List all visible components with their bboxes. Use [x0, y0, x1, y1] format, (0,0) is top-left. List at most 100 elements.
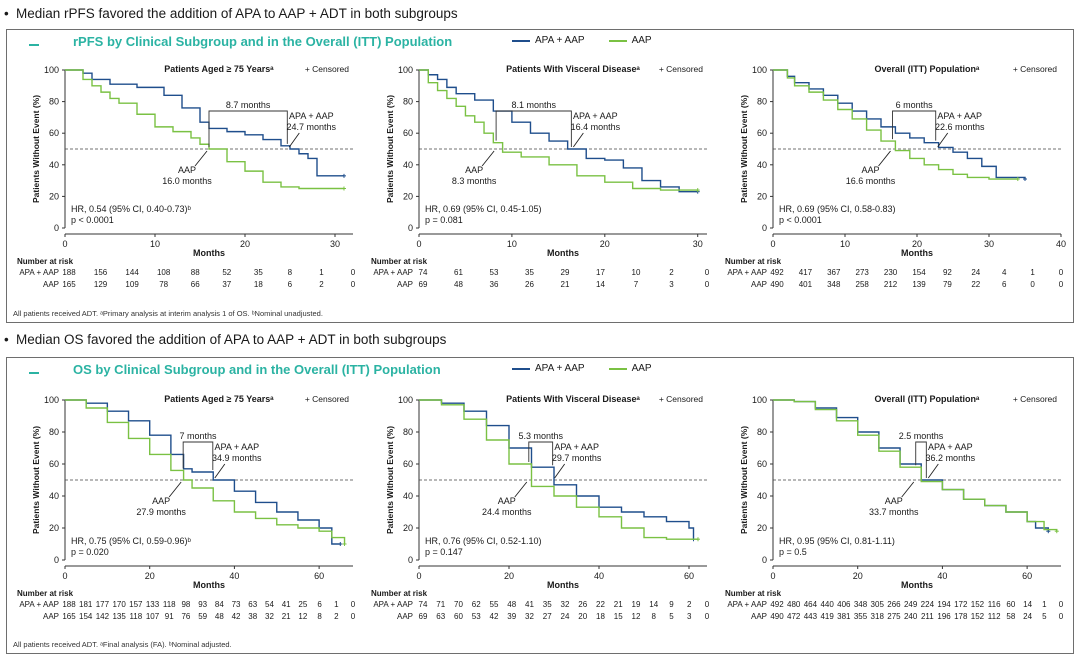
- risk-value: 7: [634, 280, 639, 289]
- p-value: p = 0.020: [71, 547, 109, 557]
- risk-value: 20: [578, 612, 587, 621]
- risk-row-label: APA + AAP: [373, 268, 413, 277]
- apa-median-label: APA + AAP: [214, 442, 259, 452]
- y-tick-label: 0: [54, 555, 59, 565]
- risk-row-label: APA + AAP: [727, 600, 767, 609]
- risk-row-label: APA + AAP: [19, 600, 59, 609]
- risk-value: 15: [614, 612, 623, 621]
- risk-value: 0: [705, 612, 710, 621]
- panel-title: Overall (ITT) Populationᵃ: [875, 64, 981, 74]
- x-axis-label: Months: [901, 248, 933, 258]
- km-panel: Patients With Visceral Diseaseᵃ + Censore…: [371, 394, 710, 621]
- risk-value: 24: [561, 612, 570, 621]
- x-tick-label: 30: [330, 239, 340, 249]
- risk-value: 273: [856, 268, 870, 277]
- x-tick-label: 20: [853, 571, 863, 581]
- risk-value: 480: [787, 600, 801, 609]
- legend-label-apa: APA + AAP: [535, 35, 585, 46]
- aap-curve: [65, 69, 344, 190]
- risk-value: 0: [1059, 280, 1064, 289]
- risk-value: 14: [649, 600, 658, 609]
- apa-median-arrow: [937, 132, 949, 148]
- median-gap-bracket: [495, 110, 572, 147]
- censored-label: + Censored: [1013, 394, 1057, 404]
- risk-value: 443: [804, 612, 818, 621]
- section-bullet-text: Median OS favored the addition of APA to…: [16, 332, 447, 347]
- risk-value: 2: [669, 268, 674, 277]
- risk-value: 41: [525, 600, 534, 609]
- median-gap-bracket: [182, 441, 214, 470]
- aap-curve: [65, 399, 346, 544]
- risk-value: 142: [96, 612, 110, 621]
- risk-value: 74: [419, 600, 428, 609]
- km-panel: Patients Aged ≥ 75 Yearsᵃ + Censored02040…: [17, 64, 356, 289]
- y-tick-label: 80: [757, 97, 767, 107]
- aap-median-label: AAP: [498, 496, 516, 506]
- risk-value: 490: [770, 612, 784, 621]
- risk-value: 5: [669, 612, 674, 621]
- risk-value: 84: [215, 600, 224, 609]
- risk-value: 21: [282, 612, 291, 621]
- risk-value: 63: [248, 600, 257, 609]
- risk-value: 230: [884, 268, 898, 277]
- risk-value: 472: [787, 612, 801, 621]
- risk-value: 211: [921, 612, 934, 621]
- x-axis-label: Months: [193, 580, 225, 590]
- risk-value: 224: [921, 600, 935, 609]
- y-tick-label: 0: [54, 223, 59, 233]
- risk-value: 66: [191, 280, 200, 289]
- risk-value: 9: [669, 600, 674, 609]
- legend-swatch-apa: [512, 39, 530, 42]
- risk-row-label: APA + AAP: [727, 268, 767, 277]
- x-tick-label: 10: [507, 239, 517, 249]
- risk-value: 212: [884, 280, 898, 289]
- apa-median-value: 34.9 months: [212, 453, 262, 463]
- panel-title: Patients With Visceral Diseaseᵃ: [506, 64, 640, 74]
- risk-row-label: AAP: [43, 280, 59, 289]
- aap-median-arrow: [514, 481, 528, 498]
- aap-median-value: 27.9 months: [136, 507, 186, 517]
- aap-curve: [419, 69, 698, 191]
- x-tick-label: 0: [770, 571, 775, 581]
- risk-value: 406: [837, 600, 851, 609]
- median-gap-bracket: [915, 441, 927, 478]
- y-axis-label: Patients Without Event (%): [31, 95, 41, 203]
- risk-value: 37: [222, 280, 231, 289]
- risk-row-label: AAP: [397, 280, 413, 289]
- risk-value: 21: [561, 280, 570, 289]
- aap-median-arrow: [481, 150, 495, 167]
- risk-value: 53: [472, 612, 481, 621]
- aap-median-arrow: [901, 481, 915, 498]
- risk-value: 401: [799, 280, 813, 289]
- y-axis-label: Patients Without Event (%): [385, 95, 395, 203]
- median-gap-label: 8.7 months: [226, 100, 271, 110]
- risk-value: 165: [62, 612, 76, 621]
- risk-value: 35: [543, 600, 552, 609]
- risk-value: 78: [159, 280, 168, 289]
- risk-value: 53: [490, 268, 499, 277]
- risk-value: 2: [687, 600, 692, 609]
- risk-value: 355: [854, 612, 868, 621]
- risk-value: 464: [804, 600, 818, 609]
- bullet-dot-icon: •: [4, 6, 9, 21]
- apa-aap-curve: [773, 69, 1026, 180]
- y-tick-label: 40: [49, 491, 59, 501]
- x-tick-label: 0: [62, 239, 67, 249]
- median-gap-bracket: [208, 110, 288, 147]
- apa-median-arrow: [554, 463, 566, 479]
- risk-row-label: AAP: [751, 612, 767, 621]
- section-bullet-text: Median rPFS favored the addition of APA …: [16, 6, 458, 21]
- risk-value: 6: [288, 280, 293, 289]
- risk-value: 135: [112, 612, 126, 621]
- y-tick-label: 0: [762, 555, 767, 565]
- x-tick-label: 40: [1056, 239, 1066, 249]
- y-tick-label: 80: [49, 427, 59, 437]
- risk-value: 52: [222, 268, 231, 277]
- aap-median-arrow: [878, 150, 891, 167]
- risk-value: 1: [1042, 600, 1047, 609]
- hazard-ratio: HR, 0.75 (95% CI, 0.59-0.96)ᵇ: [71, 536, 192, 546]
- legend-label-aap: AAP: [631, 35, 652, 46]
- risk-value: 116: [988, 600, 1001, 609]
- x-tick-label: 0: [416, 239, 421, 249]
